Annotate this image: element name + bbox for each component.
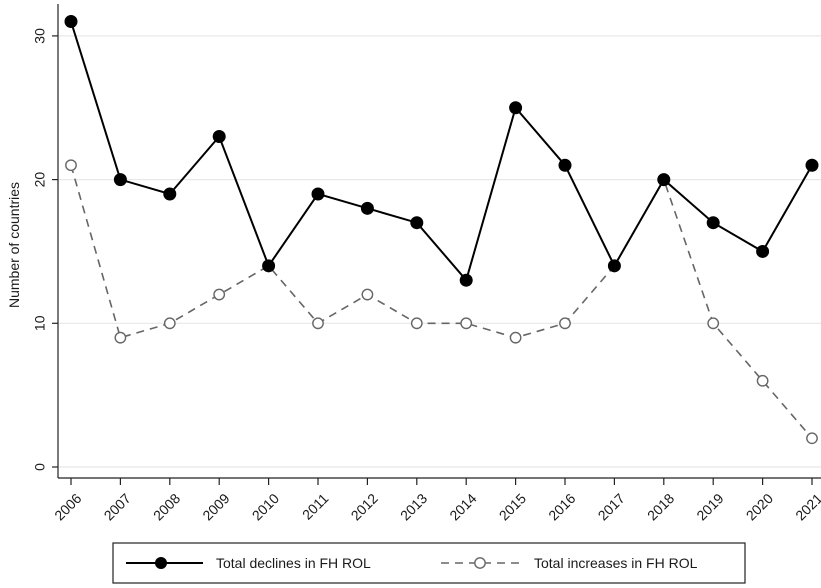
point-declines-2021 — [805, 158, 819, 172]
point-declines-2008 — [163, 187, 177, 201]
point-declines-2020 — [756, 244, 770, 258]
point-increases-2014 — [460, 317, 473, 330]
point-declines-2017 — [607, 259, 621, 273]
point-declines-2014 — [459, 273, 473, 287]
point-increases-2021 — [806, 432, 818, 445]
legend-marker-increases — [474, 557, 486, 569]
plot-area — [58, 4, 821, 478]
point-declines-2006 — [64, 15, 78, 29]
point-increases-2020 — [756, 374, 769, 387]
point-increases-2012 — [361, 288, 374, 301]
y-ticks: 0 10 20 30 — [32, 28, 58, 471]
point-declines-2010 — [262, 259, 276, 273]
point-increases-2009 — [213, 288, 226, 301]
y-tick-label-20: 20 — [32, 172, 48, 188]
gridlines — [59, 35, 821, 468]
legend-box — [112, 542, 746, 584]
point-increases-2016 — [559, 317, 571, 330]
series-markers — [64, 15, 819, 445]
point-increases-2015 — [509, 331, 522, 344]
point-increases-2008 — [163, 317, 176, 330]
point-declines-2009 — [212, 129, 226, 143]
point-increases-2019 — [707, 317, 720, 330]
point-declines-2015 — [509, 101, 523, 115]
y-tick-label-30: 30 — [32, 28, 48, 44]
point-declines-2016 — [558, 158, 572, 172]
point-increases-2013 — [410, 317, 423, 330]
series-line-increases — [70, 165, 813, 439]
axes — [57, 4, 821, 479]
legend-marker-declines — [155, 557, 167, 569]
series-lines — [70, 21, 813, 439]
y-tick-label-0: 0 — [32, 463, 48, 471]
point-increases-2007 — [114, 331, 127, 344]
point-declines-2019 — [706, 216, 720, 230]
point-increases-2006 — [65, 159, 77, 172]
legend-label-declines: Total declines in FH ROL — [216, 555, 371, 571]
legend: Total declines in FH ROL Total increases… — [112, 542, 746, 584]
point-declines-2011 — [311, 187, 325, 201]
y-axis-title: Number of countries — [6, 182, 22, 308]
legend-label-increases: Total increases in FH ROL — [534, 555, 698, 571]
point-declines-2012 — [360, 201, 374, 215]
point-increases-2011 — [312, 317, 324, 330]
series-line-declines — [70, 21, 813, 283]
y-tick-label-10: 10 — [32, 315, 48, 331]
point-declines-2013 — [410, 216, 424, 230]
point-declines-2018 — [657, 173, 671, 187]
point-declines-2007 — [113, 173, 127, 187]
